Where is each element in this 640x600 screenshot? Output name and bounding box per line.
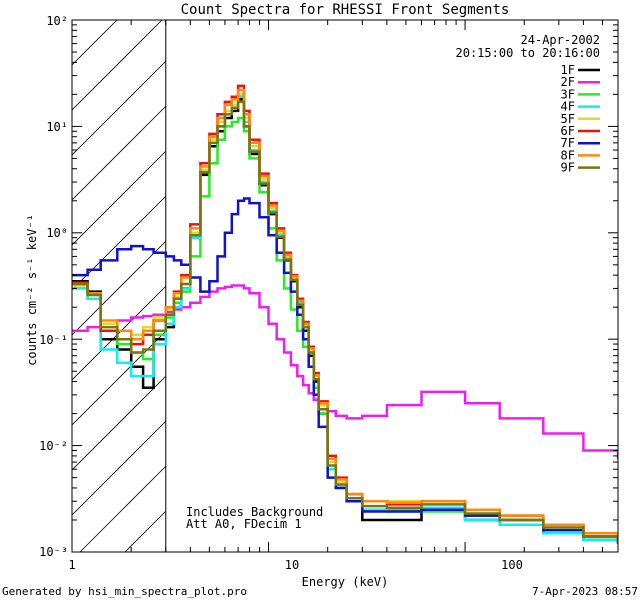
series-line-9f <box>72 100 618 544</box>
footer-generated-by: Generated by hsi_min_spectra_plot.pro <box>2 585 247 598</box>
series-line-5f <box>72 93 618 540</box>
series-line-6f <box>72 84 618 540</box>
hatch-line <box>72 150 167 246</box>
y-tick-label-0.1: 10⁻¹ <box>39 333 68 347</box>
legend-label-6f: 6F <box>561 124 575 138</box>
y-axis-ticks <box>72 19 618 553</box>
background-note: Includes Background <box>186 505 323 519</box>
hatch-line <box>72 420 167 516</box>
hatch-line <box>72 285 167 381</box>
hatch-line <box>72 105 167 201</box>
hatch-line <box>72 240 167 336</box>
series-line-7f <box>72 197 618 544</box>
legend-label-7f: 7F <box>561 136 575 150</box>
hatch-line <box>72 20 163 111</box>
hatch-line <box>72 375 167 471</box>
plot-frame <box>71 19 619 553</box>
legend-label-9f: 9F <box>561 161 575 175</box>
x-axis-ticks <box>71 20 619 552</box>
hatch-line <box>124 510 167 552</box>
x-axis-label: Energy (keV) <box>302 575 389 589</box>
chart-title: Count Spectra for RHESSI Front Segments <box>181 2 510 18</box>
excluded-energy-region <box>72 20 167 552</box>
y-tick-label-100: 10² <box>46 14 68 28</box>
attenuator-note: Att A0, FDecim 1 <box>186 517 302 531</box>
legend-label-3f: 3F <box>561 87 575 101</box>
legend-label-2f: 2F <box>561 75 575 89</box>
legend-label-4f: 4F <box>561 100 575 114</box>
y-tick-label-10: 10¹ <box>46 120 68 134</box>
x-tick-label-10: 10 <box>285 558 299 572</box>
hatch-line <box>79 465 167 552</box>
legend-label-8f: 8F <box>561 148 575 162</box>
y-tick-label-0.01: 10⁻² <box>39 439 68 453</box>
footer-timestamp: 7-Apr-2023 08:57 <box>532 585 638 598</box>
hatch-line <box>72 60 167 156</box>
legend-label-1f: 1F <box>561 63 575 77</box>
legend-label-5f: 5F <box>561 112 575 126</box>
hatch-line <box>72 20 118 66</box>
series-line-1f <box>72 97 618 544</box>
y-tick-label-1: 10⁰ <box>46 226 68 240</box>
x-tick-label-100: 100 <box>501 558 523 572</box>
y-tick-label-0.001: 10⁻³ <box>39 545 68 559</box>
y-axis-label: counts cm⁻² s⁻¹ keV⁻¹ <box>25 214 39 366</box>
observation-time-range: 20:15:00 to 20:16:00 <box>456 46 601 60</box>
observation-date: 24-Apr-2002 <box>521 33 600 47</box>
series-line-2f <box>72 284 618 459</box>
hatch-line <box>72 330 167 426</box>
x-tick-label-1: 1 <box>68 558 75 572</box>
